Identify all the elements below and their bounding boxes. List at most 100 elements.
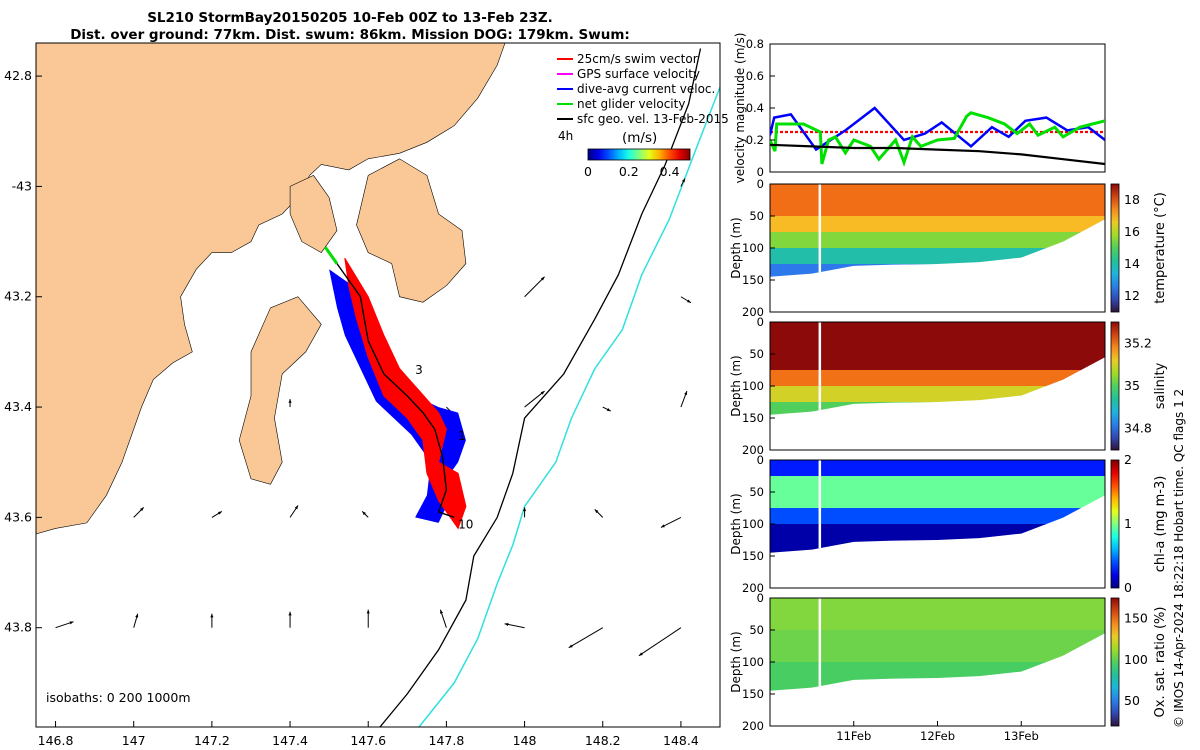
section-x-tick-label: 11Feb (836, 729, 871, 743)
velocity-y-tick-label: 0 (757, 165, 764, 179)
section-layer (770, 232, 1105, 249)
section-colorbar-label: chl-a (mg m-3) (1153, 476, 1168, 573)
current-vector-head (440, 609, 444, 614)
section-colorbar-tick: 0 (1124, 580, 1132, 595)
velocity-series-group (770, 106, 1105, 167)
data-gap-stripe (818, 598, 822, 691)
map-x-tick-label: 148.4 (663, 733, 699, 748)
section-colorbar-tick: 150 (1124, 611, 1148, 626)
current-vector-head (288, 399, 292, 403)
section-y-tick-label: 0 (757, 591, 764, 605)
map-x-tick-label: 147.4 (272, 733, 308, 748)
section-colorbar-tick: 1 (1124, 516, 1132, 531)
map-y-tick-label: 43.8 (4, 620, 32, 635)
section-layer (770, 322, 1105, 371)
section-y-tick-label: 150 (742, 273, 764, 287)
map-x-tick-label: 148 (513, 733, 537, 748)
current-vector-arrow (660, 516, 682, 528)
map-x-tick-label: 148.2 (585, 733, 621, 748)
velocity-y-axis-label: velocity magnitude (m/s) (733, 33, 747, 184)
data-gap-stripe (818, 184, 822, 277)
map-y-tick-label: 42.8 (4, 68, 32, 83)
section-colorbar-tick: 34.8 (1124, 421, 1152, 436)
section-layer (770, 184, 1105, 217)
section-colorbar-tick: 2 (1124, 452, 1132, 467)
section-colorbar (1110, 321, 1120, 451)
net-velocity-arrow (324, 246, 339, 265)
section-y-tick-label: 200 (742, 581, 764, 595)
map-frame (35, 42, 721, 728)
map-x-tick-label: 147.8 (429, 733, 465, 748)
section-y-axis-label: Depth (m) (729, 493, 743, 554)
section-layer (770, 216, 1105, 233)
current-vector-head (69, 621, 74, 625)
data-gap-stripe (818, 322, 822, 415)
map-x-tick-label: 147.2 (194, 733, 230, 748)
current-vector-head (638, 652, 643, 656)
section-colorbar-tick: 18 (1124, 192, 1140, 207)
current-vector-head (210, 613, 214, 618)
section-colorbar-tick: 35.2 (1124, 335, 1152, 350)
section-layer (770, 370, 1105, 387)
current-vector-arrow (568, 627, 603, 649)
section-colorbar-tick: 14 (1124, 256, 1140, 271)
section-layer (770, 460, 1105, 477)
section-colorbar-label: salinity (1153, 362, 1168, 409)
current-vector-head (523, 507, 527, 512)
track-time-label: 4h (558, 129, 573, 143)
section-y-tick-label: 200 (742, 719, 764, 733)
section-y-axis-label: Depth (m) (729, 631, 743, 692)
velocity-series-line (770, 111, 1105, 167)
current-vector-head (686, 299, 691, 303)
section-colorbar (1110, 597, 1120, 727)
section-colorbar-tick: 100 (1124, 652, 1148, 667)
current-vector-head (362, 511, 366, 516)
current-vector-arrow (524, 276, 545, 298)
current-vector-head (568, 644, 573, 648)
map-x-tick-label: 147.6 (350, 733, 386, 748)
legend-label: GPS surface velocity (577, 67, 700, 81)
current-vector-head (594, 509, 599, 514)
legend-label: net glider velocity (577, 97, 685, 111)
isobath-1000m-line (418, 86, 720, 727)
section-y-tick-label: 150 (742, 549, 764, 563)
velocity-y-tick-label: 0.2 (746, 133, 764, 147)
legend-label: 25cm/s swim vector (577, 52, 698, 66)
current-vector-arrow (638, 627, 682, 657)
data-gap-stripe (818, 460, 822, 553)
section-y-tick-label: 200 (742, 305, 764, 319)
section-y-axis-label: Depth (m) (729, 355, 743, 416)
land-polygon (356, 158, 467, 303)
current-vector-head (660, 524, 665, 528)
section-y-tick-label: 100 (742, 241, 764, 255)
section-data-group (770, 460, 1105, 553)
section-colorbar (1110, 459, 1120, 589)
velocity-series-line (770, 143, 1105, 166)
section-x-tick-label: 13Feb (1004, 729, 1039, 743)
current-vector-head (135, 613, 139, 618)
section-layer (770, 508, 1105, 525)
section-data-group (770, 184, 1105, 277)
section-y-tick-label: 0 (757, 315, 764, 329)
current-vector-head (540, 276, 545, 281)
section-colorbar-tick: 50 (1124, 693, 1140, 708)
map-y-tick-label: -43 (12, 178, 32, 193)
land-polygon (289, 175, 338, 253)
section-y-tick-label: 150 (742, 411, 764, 425)
section-y-tick-label: 200 (742, 443, 764, 457)
velocity-y-tick-label: 0.8 (746, 37, 764, 51)
credit-text: © IMOS 14-Apr-2024 18:22:18 Hobart time.… (1172, 388, 1186, 728)
section-layer (770, 476, 1105, 509)
map-colorbar-title: (m/s) (622, 130, 657, 146)
velocity-series-line (770, 106, 1105, 152)
legend-label: sfc geo. vel. 13-Feb-2015 (577, 112, 729, 126)
map-colorbar-tick: 0.2 (619, 164, 639, 179)
section-y-tick-label: 100 (742, 517, 764, 531)
map-x-tick-label: 146.8 (38, 733, 74, 748)
isobath-note: isobaths: 0 200 1000m (46, 690, 191, 705)
section-y-tick-label: 50 (749, 347, 764, 361)
current-vector-head (681, 178, 685, 183)
map-colorbar (587, 148, 691, 161)
section-colorbar (1110, 183, 1120, 313)
